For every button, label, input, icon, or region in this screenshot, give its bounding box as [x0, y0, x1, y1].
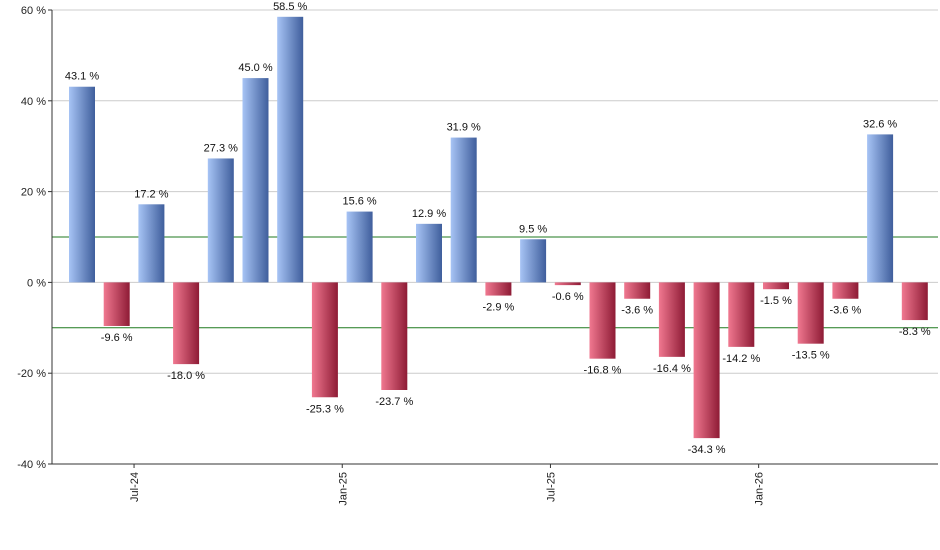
y-tick-label: 40 % [21, 96, 46, 108]
bar-value-label: -16.4 % [653, 363, 691, 375]
bar [173, 282, 200, 365]
bar [311, 282, 338, 398]
bar [658, 282, 685, 357]
bar [728, 282, 755, 347]
bar-value-label: 17.2 % [134, 188, 168, 200]
bar-value-label: 32.6 % [863, 118, 897, 130]
bar [867, 134, 894, 283]
bar [242, 78, 269, 283]
bar-value-label: 15.6 % [342, 196, 376, 208]
bar [763, 282, 789, 290]
bar-value-label: -18.0 % [167, 370, 205, 382]
bar [901, 282, 928, 321]
x-tick-label: Jan-26 [754, 472, 766, 506]
bar [589, 282, 616, 359]
bar [485, 282, 512, 296]
bar-value-label: -25.3 % [306, 403, 344, 415]
x-tick-label: Jan-25 [337, 472, 349, 506]
bar [207, 158, 234, 283]
bar-value-label: -9.6 % [101, 332, 133, 344]
bar [450, 137, 477, 283]
bar [381, 282, 408, 390]
bar-value-label: -23.7 % [375, 396, 413, 408]
bar-value-label: -2.9 % [483, 302, 515, 314]
bar-value-label: -0.6 % [552, 291, 584, 303]
x-tick-label: Jul-24 [129, 472, 141, 502]
bar-value-label: -1.5 % [760, 295, 792, 307]
bar [416, 223, 442, 283]
reference-lines [52, 236, 938, 329]
bar [277, 16, 304, 283]
bar [797, 282, 824, 344]
bar-value-label: 9.5 % [519, 223, 547, 235]
bars [69, 16, 928, 439]
x-tick-label: Jul-25 [545, 472, 557, 502]
bar [520, 239, 547, 283]
bar [624, 282, 651, 299]
bar [832, 282, 859, 299]
bar [69, 86, 95, 283]
y-tick-label: -40 % [17, 459, 46, 471]
bar-value-label: -16.8 % [584, 365, 622, 377]
bar-value-label: -34.3 % [688, 444, 726, 456]
bar [346, 211, 373, 283]
bar-value-label: 12.9 % [412, 208, 446, 220]
bar-value-label: -14.2 % [722, 353, 760, 365]
y-tick-label: -20 % [17, 368, 46, 380]
bar [103, 282, 130, 326]
bar-value-label: -3.6 % [830, 305, 862, 317]
bar-value-label: 27.3 % [204, 142, 238, 154]
bar-value-label: 43.1 % [65, 71, 99, 83]
y-tick-label: 20 % [21, 187, 46, 199]
bar-value-label: 45.0 % [238, 62, 272, 74]
bar-value-label: 58.5 % [273, 1, 307, 13]
bar [554, 282, 581, 286]
y-tick-label: 60 % [21, 5, 46, 17]
y-tick-label: 0 % [27, 277, 46, 289]
bar-value-label: -3.6 % [621, 305, 653, 317]
bar-value-label: -8.3 % [899, 326, 931, 338]
bar-value-labels: 43.1 % -9.6 % 17.2 % -18.0 % 27.3 % 45.0 % 58.… [65, 1, 931, 456]
bar [138, 204, 165, 283]
bar-value-label: -13.5 % [792, 350, 830, 362]
bar-value-label: 31.9 % [447, 122, 481, 134]
bar [693, 282, 720, 439]
axes: -40 % -20 % 0 % 20 % 40 % 60 % Jul-24 Jan-25 Jul… [17, 5, 938, 506]
